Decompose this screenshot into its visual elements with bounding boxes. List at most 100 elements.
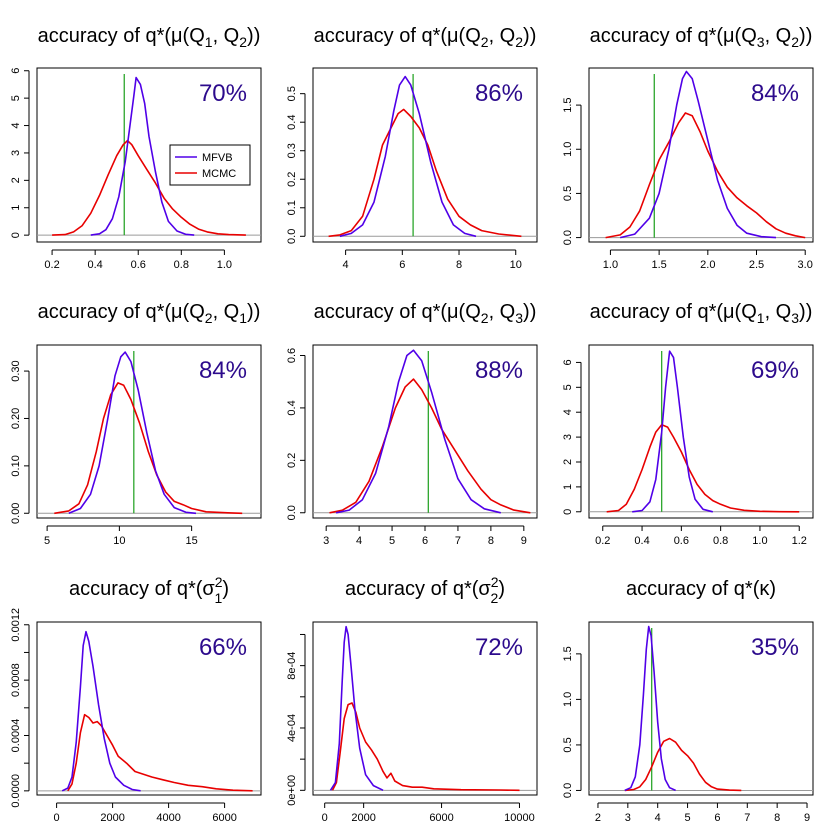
- x-tick-label: 9: [804, 812, 810, 824]
- y-tick-label: 0.6: [286, 348, 298, 363]
- y-tick-label: 2: [10, 177, 22, 183]
- accuracy-label: 69%: [751, 357, 799, 384]
- y-tick-label: 6: [562, 359, 574, 365]
- mfvb-density-curve: [68, 351, 197, 515]
- mfvb-density-curve: [339, 75, 477, 238]
- title-part-suffix: ): [222, 578, 229, 600]
- x-tick-label: 2000: [100, 812, 124, 824]
- x-tick-label: 3.0: [798, 259, 813, 271]
- x-tick-label: 2: [595, 812, 601, 824]
- panel-1: accuracy of q*(μ(Q1, Q2))0.2 0.4 0.6 0.8 1.0…: [10, 25, 262, 271]
- panel-5: accuracy of q*(μ(Q2, Q3))3 4 5 6 7 8 90.00.20.…: [286, 301, 538, 547]
- x-tick-label: 10: [510, 259, 522, 271]
- mfvb-density-curve: [620, 70, 777, 239]
- title-part-sup: 2: [215, 574, 223, 590]
- mcmc-density-curve: [606, 423, 800, 513]
- title-part-s1: 1: [205, 34, 213, 50]
- mcmc-density-curve: [52, 139, 246, 236]
- x-tick-label: 3: [625, 812, 631, 824]
- x-tick-label: 10000: [504, 812, 535, 824]
- plot-frame: [588, 621, 814, 796]
- title-part-s2: 2: [791, 34, 799, 50]
- title-part-sub: 1: [215, 590, 223, 606]
- plot-frame: [588, 344, 814, 519]
- x-tick-label: 8: [774, 812, 780, 824]
- x-tick-label: 10: [113, 535, 125, 547]
- title-part-s1: 3: [757, 34, 765, 50]
- panel-title: accuracy of q*(σ2 1): [69, 574, 229, 606]
- y-tick-label: 0.0: [562, 783, 574, 798]
- y-tick-label: 6: [10, 68, 22, 74]
- x-tick-label: 6: [714, 812, 720, 824]
- y-tick-label: 0.0004: [10, 719, 22, 753]
- x-tick-label: 5: [389, 535, 395, 547]
- accuracy-label: 84%: [199, 357, 247, 384]
- y-tick-label: 0.30: [10, 360, 22, 381]
- x-tick-label: 2000: [351, 812, 375, 824]
- y-tick-label: 8e-04: [286, 652, 298, 680]
- panel-title: accuracy of q*(μ(Q3, Q2)): [590, 25, 813, 50]
- y-tick-label: 0.0: [286, 229, 298, 244]
- title-part-suffix: ): [769, 578, 776, 600]
- x-tick-label: 7: [455, 535, 461, 547]
- mfvb-density-curve: [335, 349, 501, 514]
- y-tick-label: 1.5: [562, 97, 574, 112]
- title-part-prefix: accuracy of q*(μ(Q: [38, 301, 205, 323]
- title-part-s1: 2: [481, 34, 489, 50]
- title-part-s1: 1: [757, 310, 765, 326]
- mcmc-density-curve: [328, 108, 522, 238]
- mcmc-density-curve: [624, 737, 742, 792]
- x-tick-label: 0.8: [174, 259, 189, 271]
- y-tick-label: 0.0: [562, 230, 574, 245]
- y-tick-label: 0.0000: [10, 774, 22, 808]
- plot-frame: [588, 67, 814, 243]
- x-tick-label: 8: [456, 259, 462, 271]
- legend-label-mcmc: MCMC: [202, 168, 236, 180]
- plot-frame: [36, 621, 262, 796]
- title-part-prefix: accuracy of q*(μ(Q: [314, 25, 481, 47]
- x-tick-label: 1.0: [217, 259, 232, 271]
- panel-3: accuracy of q*(μ(Q3, Q2)) 1.0 1.5 2.0 2.5 3.0…: [562, 25, 814, 271]
- y-tick-label: 0.3: [286, 143, 298, 158]
- y-tick-label: 0.1: [286, 200, 298, 215]
- x-tick-label: 1.0: [603, 259, 618, 271]
- x-tick-label: 7: [744, 812, 750, 824]
- title-part-prefix: accuracy of q*(μ(Q: [314, 301, 481, 323]
- mfvb-density-curve: [329, 625, 384, 792]
- panel-title: accuracy of q*(κ): [626, 578, 776, 600]
- title-part-sup: 2: [491, 574, 499, 590]
- y-tick-label: 5: [562, 384, 574, 390]
- title-part-suffix: )): [247, 301, 260, 323]
- y-tick-label: 0.4: [286, 115, 298, 130]
- title-part-mid: , Q: [765, 25, 792, 47]
- panel-4: accuracy of q*(μ(Q2, Q1)) 5 10 15 0.00 0.10 0.…: [10, 301, 262, 547]
- x-tick-label: 0.8: [713, 535, 728, 547]
- title-part-prefix: accuracy of q*(μ(Q: [590, 25, 757, 47]
- title-part-suffix: )): [523, 301, 536, 323]
- title-part-mid: , Q: [213, 301, 240, 323]
- mcmc-density-curve: [54, 382, 243, 515]
- plot-frame: [312, 621, 538, 796]
- legend-box: [169, 144, 251, 186]
- y-tick-label: 0.4: [286, 400, 298, 415]
- title-part-prefix: accuracy of q*(κ: [626, 578, 770, 600]
- x-tick-label: 0.4: [88, 259, 103, 271]
- legend: MFVB MCMC: [169, 144, 251, 186]
- legend-label-mfvb: MFVB: [202, 152, 233, 164]
- x-tick-label: 1.2: [792, 535, 807, 547]
- accuracy-label: 72%: [475, 634, 523, 661]
- accuracy-label: 88%: [475, 357, 523, 384]
- y-tick-label: 0.5: [562, 186, 574, 201]
- title-part-s1: 2: [481, 310, 489, 326]
- y-tick-label: 5: [10, 95, 22, 101]
- x-tick-label: 4: [343, 259, 349, 271]
- y-tick-label: 2: [562, 459, 574, 465]
- title-part-s2: 1: [239, 310, 247, 326]
- x-tick-label: 8: [488, 535, 494, 547]
- mcmc-density-curve: [67, 713, 253, 792]
- x-tick-label: 0.2: [595, 535, 610, 547]
- x-tick-label: 4: [655, 812, 661, 824]
- x-tick-label: 0: [322, 812, 328, 824]
- x-tick-label: 0.6: [674, 535, 689, 547]
